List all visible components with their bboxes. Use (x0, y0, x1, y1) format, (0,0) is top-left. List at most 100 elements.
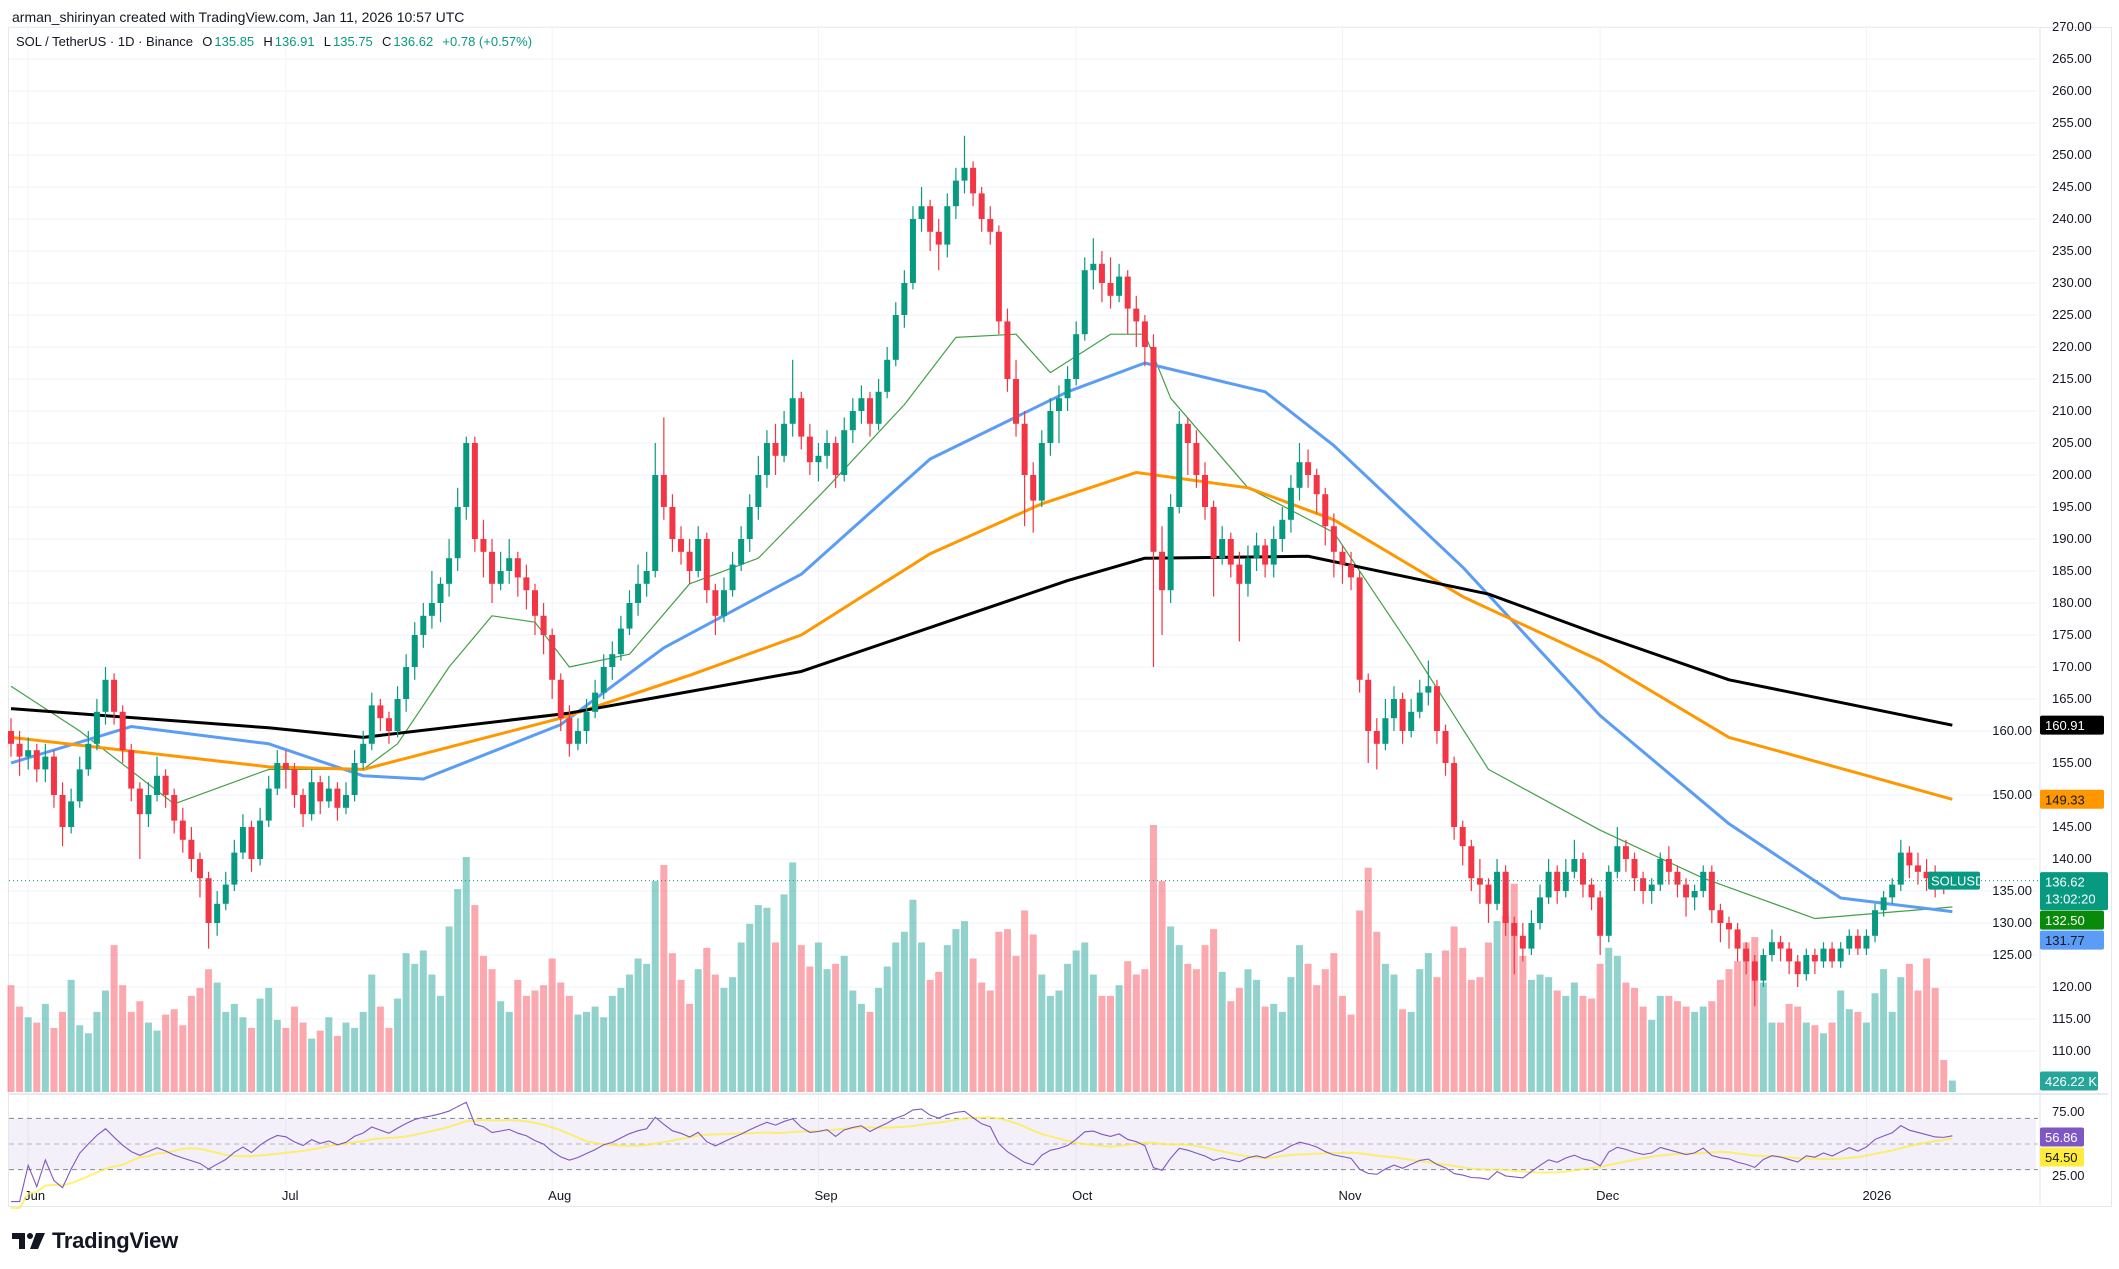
candle-body (1296, 462, 1303, 488)
volume-bar (213, 982, 221, 1092)
rsi-value-badge: 56.86 (2040, 1127, 2084, 1147)
rsi-ma-value-badge: 54.50 (2040, 1147, 2084, 1167)
candle-body (574, 731, 581, 744)
volume-bar (694, 969, 702, 1092)
volume-bar (1210, 929, 1218, 1092)
volume-bar (394, 998, 402, 1092)
candle (1133, 295, 1140, 347)
candle (300, 788, 307, 827)
candle-body (1150, 347, 1157, 552)
rsi-tick-label: 75.00 (2052, 1104, 2085, 1119)
candle-body (1047, 411, 1054, 443)
candle-body (497, 571, 504, 584)
candle (1305, 449, 1312, 488)
candle-body (1107, 283, 1114, 296)
candle (1820, 942, 1827, 968)
candle-body (403, 667, 410, 699)
candle (1863, 929, 1870, 955)
candle (8, 718, 14, 757)
candle-body (952, 180, 959, 207)
candle-body (222, 884, 229, 904)
volume-bar (832, 963, 840, 1092)
candle-body (867, 398, 873, 424)
candle (600, 654, 607, 699)
candle-body (798, 398, 805, 437)
volume-bar (1158, 881, 1166, 1092)
candle (540, 603, 547, 655)
volume-bar (634, 958, 642, 1092)
candle-body (1313, 475, 1320, 495)
volume-bar (359, 1011, 367, 1092)
candle-body (944, 206, 951, 245)
candle-body (686, 551, 693, 571)
candle (746, 494, 753, 552)
candle-body (1425, 686, 1432, 693)
candle (1244, 545, 1251, 597)
candle (325, 775, 332, 808)
candle-body (1794, 961, 1801, 975)
volume-bar (1811, 1025, 1819, 1092)
candle (1683, 878, 1690, 917)
candle (970, 161, 977, 207)
candle-body (669, 507, 676, 539)
candle (1184, 417, 1191, 475)
tradingview-logo[interactable]: TradingView (12, 1228, 178, 1254)
candle-body (995, 231, 1002, 322)
candle (1408, 699, 1415, 738)
candle (480, 519, 487, 578)
ma-blue-line (10, 361, 1953, 914)
volume-bar (222, 1011, 230, 1092)
volume-bar (943, 945, 951, 1092)
candle-body (33, 750, 40, 770)
volume-bar (1184, 963, 1192, 1092)
price-tick-label: 125.00 (1992, 947, 2032, 962)
volume-bar (282, 1027, 290, 1092)
volume-value-badge-text: 426.22 K (2045, 1074, 2097, 1089)
candle-body (1270, 539, 1277, 565)
candle-body (1691, 891, 1698, 898)
candle (566, 705, 573, 757)
candle (446, 539, 453, 597)
volume-bar (866, 1011, 874, 1092)
candle-body (1124, 276, 1131, 309)
candle-body (1468, 846, 1475, 879)
candle (1897, 839, 1904, 891)
candle (514, 551, 521, 597)
volume-bar (1296, 945, 1303, 1092)
open-value: 135.85 (214, 34, 255, 49)
candle-body (1167, 507, 1174, 591)
volume-bar (265, 987, 273, 1092)
candle-body (832, 443, 839, 475)
volume-bar (574, 1014, 582, 1092)
candle (1373, 718, 1380, 770)
candle-body (59, 795, 66, 827)
candle-body (918, 206, 925, 219)
candle (832, 436, 839, 488)
price-tick-label: 235.00 (2052, 243, 2092, 258)
candle-body (1708, 871, 1715, 911)
candle-body (1485, 884, 1492, 904)
candle-body (1811, 955, 1818, 962)
candle-body (1726, 923, 1732, 930)
volume-bar (488, 969, 496, 1092)
candle (1159, 526, 1166, 635)
volume-bar (1871, 993, 1879, 1092)
volume-bar (1845, 1009, 1853, 1092)
price-tick-label: 185.00 (2052, 563, 2092, 578)
rsi-ma-line (11, 1116, 1953, 1209)
volume-bar (1699, 1006, 1707, 1092)
candle-body (1571, 859, 1578, 872)
symbol-title[interactable]: SOL / TetherUS · 1D · Binance (16, 34, 194, 49)
volume-bar (1682, 1006, 1690, 1092)
candle (867, 391, 873, 437)
volume-bar (608, 995, 616, 1092)
symbol-price-label-bg (1928, 871, 1980, 890)
candle (420, 603, 427, 648)
candle (1880, 891, 1887, 917)
price-tick-label: 170.00 (2052, 659, 2092, 674)
candle-body (1219, 539, 1226, 559)
candle-body (1674, 871, 1681, 885)
volume-bar (428, 974, 436, 1092)
candle-body (643, 571, 650, 584)
